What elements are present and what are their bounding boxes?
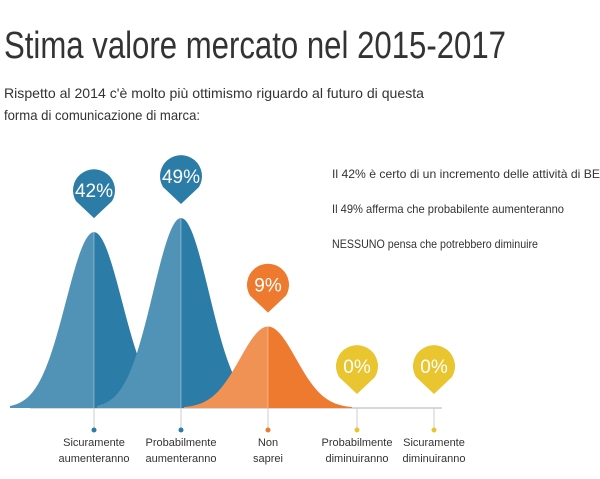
- value-label: 42%: [75, 181, 113, 202]
- value-label: 49%: [162, 167, 200, 188]
- bell-highlight: [184, 326, 268, 408]
- x-tick-label: Sicuramente aumenteranno: [59, 437, 130, 465]
- stem-dot: [265, 427, 271, 433]
- stem-dot: [178, 427, 184, 433]
- pin: [160, 155, 202, 204]
- pin: [247, 263, 289, 313]
- value-label: 0%: [420, 357, 448, 378]
- subtitle: Rispetto al 2014 c'è molto più ottimismo…: [4, 85, 424, 101]
- x-tick-label: Probabilmente diminuiranno: [322, 437, 393, 465]
- pin: [413, 345, 455, 394]
- value-label: 9%: [254, 276, 282, 297]
- bell-highlight: [10, 232, 94, 408]
- annotation: Il 49% afferma che probabilente aumenter…: [332, 202, 564, 216]
- x-tick-label: Non saprei: [253, 437, 283, 465]
- bell: [97, 218, 265, 408]
- x-tick-label: Probabilmente aumenteranno: [146, 437, 217, 465]
- pin: [73, 169, 115, 219]
- x-tick-label: Sicuramente diminuiranno: [403, 437, 466, 465]
- value-label: 0%: [343, 357, 371, 378]
- stem-dot: [354, 427, 360, 433]
- bell: [184, 326, 352, 408]
- stem-dot: [431, 427, 437, 433]
- pin: [336, 345, 379, 394]
- stem-dot: [91, 427, 97, 433]
- chart-title: Stima valore mercato nel 2015-2017: [4, 25, 506, 67]
- annotation: NESSUNO pensa che potrebbero diminuire: [332, 237, 538, 251]
- bell-highlight: [97, 218, 181, 408]
- annotation: Il 42% è certo di un incremento delle at…: [332, 167, 600, 181]
- subtitle: forma di comunicazione di marca:: [4, 107, 200, 123]
